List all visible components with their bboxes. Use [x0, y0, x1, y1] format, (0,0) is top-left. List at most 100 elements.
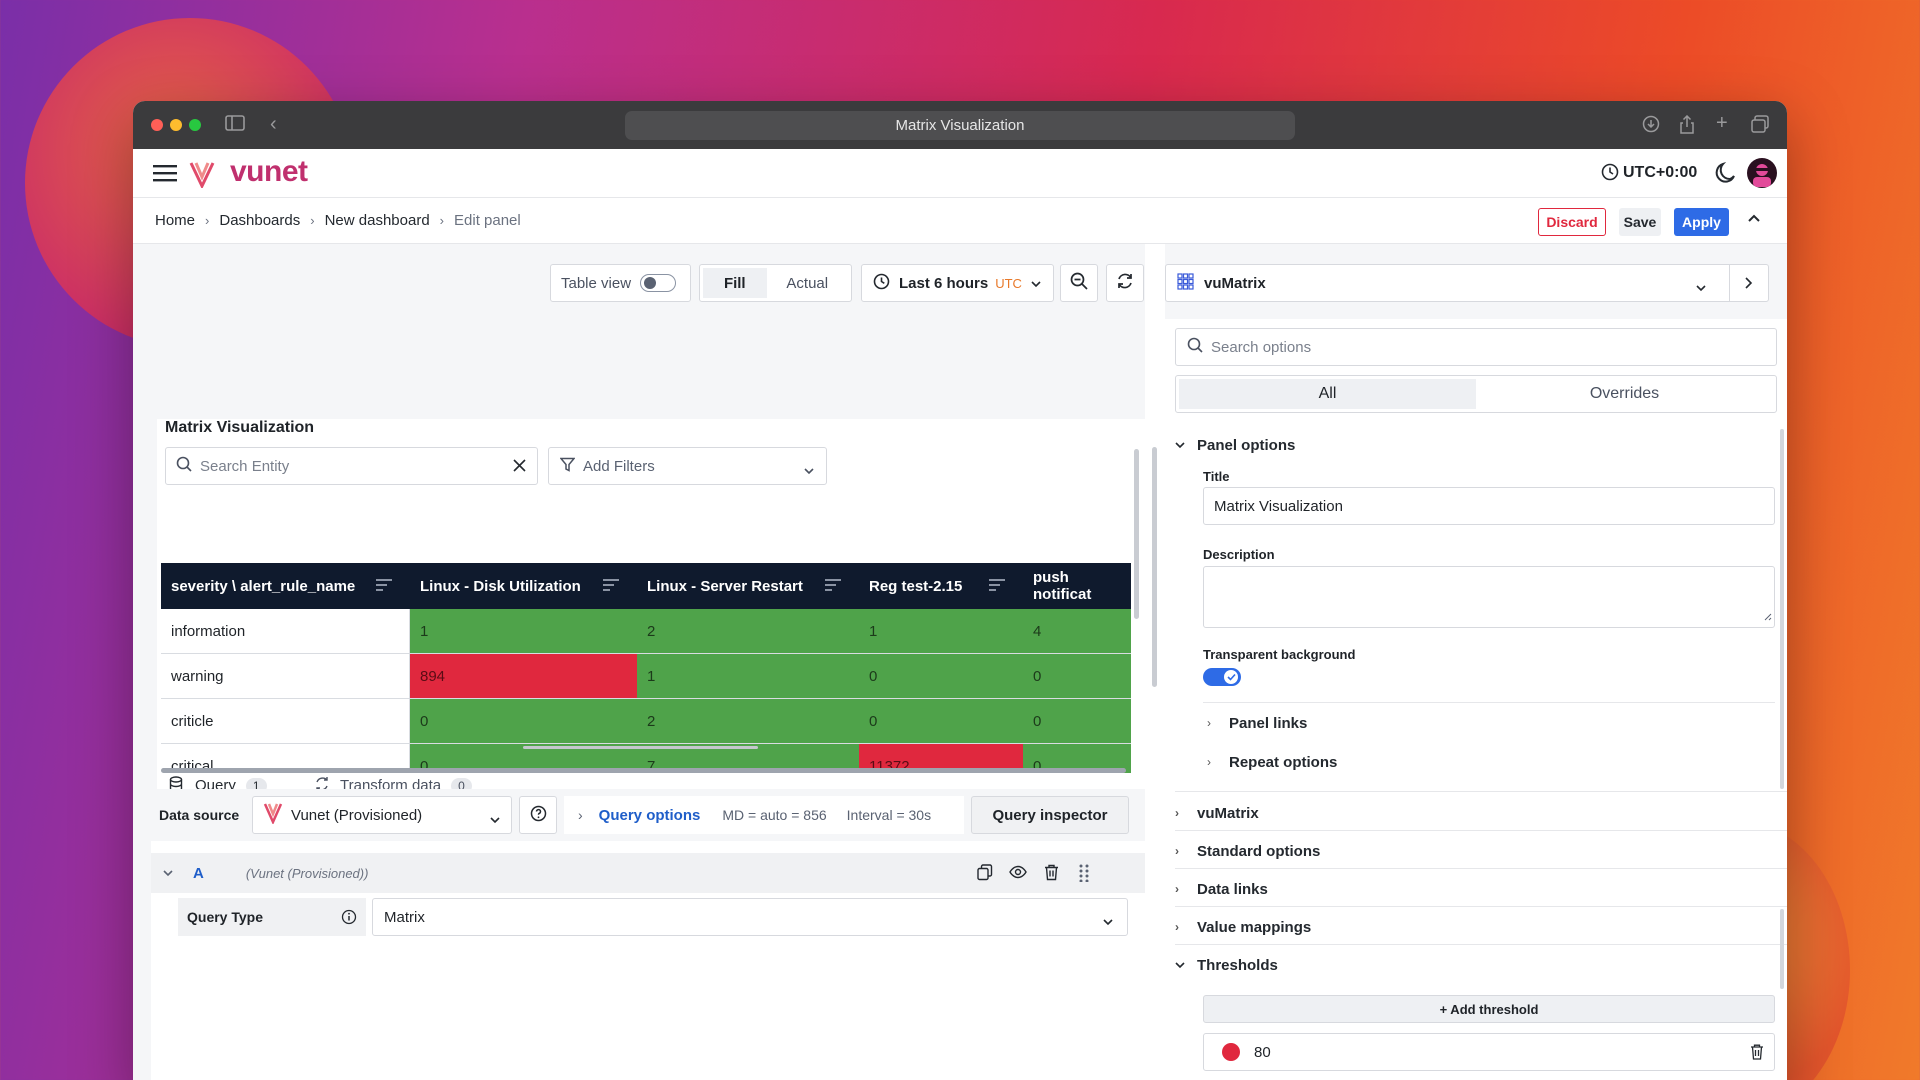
column-header[interactable]: push notificat	[1023, 563, 1131, 609]
grid-visualization-icon	[1177, 272, 1194, 294]
avatar[interactable]	[1747, 158, 1777, 188]
matrix-cell[interactable]: 1	[859, 609, 1023, 653]
column-header[interactable]: severity \ alert_rule_name	[161, 563, 410, 609]
refresh-button[interactable]	[1106, 264, 1144, 302]
delete-query-trash-icon[interactable]	[1044, 864, 1059, 886]
matrix-cell[interactable]: 0	[859, 699, 1023, 743]
duplicate-query-icon[interactable]	[977, 864, 993, 886]
matrix-cell[interactable]: 0	[1023, 654, 1131, 698]
theme-toggle-moon-icon[interactable]	[1713, 161, 1737, 190]
column-menu-icon[interactable]	[989, 579, 1005, 592]
matrix-cell[interactable]: 0	[1023, 699, 1131, 743]
description-textarea[interactable]	[1203, 566, 1775, 628]
query-inspector-button[interactable]: Query inspector	[971, 796, 1129, 834]
editor-split-scrollbar[interactable]	[1152, 447, 1157, 687]
zoom-window-button[interactable]	[189, 119, 201, 131]
horizontal-scrollbar[interactable]	[161, 768, 1126, 773]
matrix-cell[interactable]: 1	[410, 609, 637, 653]
help-button[interactable]	[519, 796, 557, 834]
repeat-options-header[interactable]: › Repeat options	[1207, 743, 1787, 781]
matrix-cell[interactable]: 894	[410, 654, 637, 698]
share-icon[interactable]	[1679, 114, 1695, 139]
sidebar-toggle-icon[interactable]	[225, 115, 245, 136]
chevron-right-icon[interactable]	[1744, 276, 1754, 293]
breadcrumb-new-dashboard[interactable]: New dashboard	[324, 212, 430, 229]
tab-overrides[interactable]: Overrides	[1589, 385, 1660, 402]
matrix-cell[interactable]: 0	[859, 654, 1023, 698]
close-window-button[interactable]	[151, 119, 163, 131]
section-data-links[interactable]: › Data links	[1175, 870, 1775, 908]
info-icon[interactable]	[341, 909, 357, 928]
fill-option[interactable]: Fill	[703, 268, 767, 298]
column-header[interactable]: Linux - Server Restart	[637, 563, 859, 609]
table-view-switch[interactable]	[640, 274, 677, 292]
threshold-value[interactable]: 80	[1254, 1043, 1271, 1061]
section-vumatrix[interactable]: › vuMatrix	[1175, 794, 1775, 832]
url-bar[interactable]: Matrix Visualization	[625, 111, 1295, 140]
menu-icon[interactable]	[153, 164, 177, 187]
matrix-cell[interactable]: 2	[637, 609, 859, 653]
clear-search-icon[interactable]	[512, 458, 527, 477]
column-menu-icon[interactable]	[603, 579, 619, 592]
query-ref-id[interactable]: A	[193, 864, 204, 882]
minimize-window-button[interactable]	[170, 119, 182, 131]
breadcrumb-separator-icon: ›	[205, 213, 210, 228]
panel-links-header[interactable]: › Panel links	[1207, 704, 1787, 742]
column-menu-icon[interactable]	[376, 579, 392, 592]
search-entity-input[interactable]: Search Entity	[165, 447, 538, 485]
zoom-out-button[interactable]	[1060, 264, 1098, 302]
column-header[interactable]: Reg test-2.15	[859, 563, 1023, 609]
column-header[interactable]: Linux - Disk Utilization	[410, 563, 637, 609]
options-scrollbar[interactable]	[1780, 429, 1784, 789]
actual-option[interactable]: Actual	[786, 274, 829, 292]
check-icon	[1224, 670, 1238, 684]
toggle-visibility-eye-icon[interactable]	[1009, 865, 1027, 884]
query-options-bar: › Query options MD = auto = 856 Interval…	[564, 796, 964, 834]
back-icon[interactable]: ‹	[270, 113, 277, 135]
matrix-cell[interactable]: 2	[637, 699, 859, 743]
collapse-chevron-up-icon[interactable]	[1747, 211, 1761, 229]
add-filters-dropdown[interactable]: Add Filters	[548, 447, 827, 485]
collapse-chevron-icon[interactable]	[163, 864, 173, 882]
description-label: Description	[1203, 547, 1275, 562]
breadcrumb-dashboards[interactable]: Dashboards	[219, 212, 301, 229]
column-menu-icon[interactable]	[825, 579, 841, 592]
panel-editor-left: Table view Fill Actual Last 6 hours UTC …	[133, 244, 1157, 1080]
save-button[interactable]: Save	[1619, 208, 1661, 236]
matrix-cell[interactable]: 4	[1023, 609, 1131, 653]
query-type-select[interactable]: Matrix	[372, 898, 1128, 936]
query-type-label-box: Query Type	[178, 898, 366, 936]
vertical-scrollbar[interactable]	[1134, 449, 1139, 619]
table-view-toggle[interactable]: Table view	[550, 264, 691, 302]
chevron-down-icon	[804, 462, 814, 479]
title-input[interactable]: Matrix Visualization	[1203, 487, 1775, 525]
download-icon[interactable]	[1642, 115, 1660, 138]
threshold-color-swatch[interactable]	[1222, 1043, 1240, 1061]
options-scrollbar-lower[interactable]	[1780, 909, 1784, 989]
matrix-cell[interactable]: 0	[410, 699, 637, 743]
search-options-input[interactable]: Search options	[1175, 328, 1777, 366]
discard-button[interactable]: Discard	[1538, 208, 1606, 236]
transparent-background-toggle[interactable]	[1203, 668, 1241, 686]
drag-handle-icon[interactable]	[1079, 864, 1089, 887]
add-threshold-button[interactable]: + Add threshold	[1203, 995, 1775, 1023]
data-source-picker[interactable]: Vunet (Provisioned)	[252, 796, 512, 834]
apply-button[interactable]: Apply	[1674, 208, 1729, 236]
visualization-picker[interactable]: vuMatrix	[1165, 264, 1769, 302]
resize-grip-icon[interactable]	[1763, 608, 1772, 625]
section-standard-options[interactable]: › Standard options	[1175, 832, 1775, 870]
query-options-link[interactable]: Query options	[598, 806, 701, 824]
breadcrumb-home[interactable]: Home	[155, 212, 196, 229]
section-value-mappings[interactable]: › Value mappings	[1175, 908, 1775, 946]
new-tab-icon[interactable]: +	[1716, 112, 1728, 134]
time-range-picker[interactable]: Last 6 hours UTC	[861, 264, 1054, 302]
resize-handle[interactable]	[523, 746, 758, 749]
tabs-overview-icon[interactable]	[1751, 115, 1769, 138]
timezone-picker[interactable]: UTC+0:00	[1623, 164, 1698, 181]
query-type-value: Matrix	[384, 908, 425, 926]
panel-options-header[interactable]: Panel options	[1175, 426, 1775, 464]
section-thresholds[interactable]: Thresholds	[1175, 946, 1775, 984]
matrix-cell[interactable]: 1	[637, 654, 859, 698]
tab-all[interactable]: All	[1179, 379, 1476, 409]
delete-threshold-trash-icon[interactable]	[1750, 1044, 1764, 1064]
